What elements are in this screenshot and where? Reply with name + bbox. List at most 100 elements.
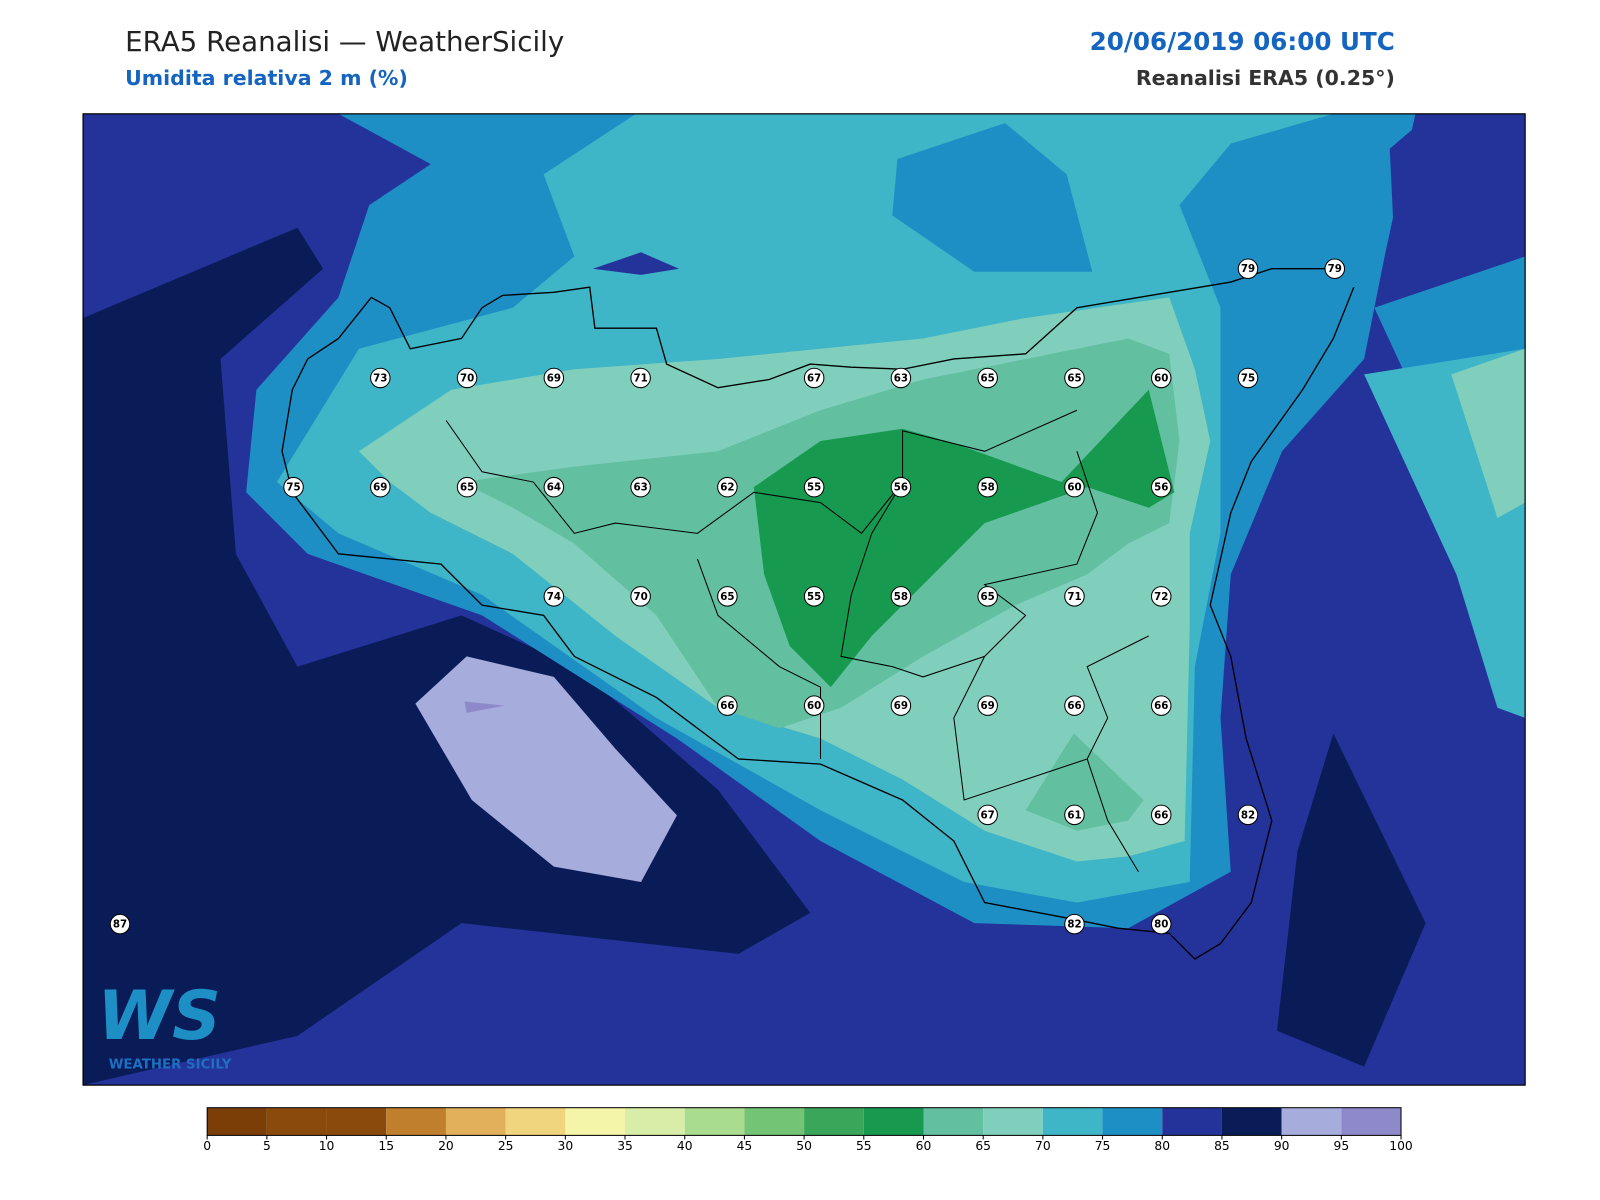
station-marker xyxy=(890,367,912,389)
station-value: 75 xyxy=(286,482,300,494)
colorbar-bin xyxy=(1221,1107,1282,1136)
colorbar-tick-label: 90 xyxy=(1274,1139,1290,1153)
colorbar-bin xyxy=(565,1107,626,1136)
station-marker xyxy=(1064,476,1085,498)
colorbar-tick-label: 55 xyxy=(856,1139,872,1153)
station-value: 62 xyxy=(720,482,734,494)
station-marker xyxy=(543,476,565,498)
station-marker xyxy=(1064,586,1085,607)
station-value: 55 xyxy=(807,591,821,603)
station-value: 56 xyxy=(1154,482,1168,494)
colorbar-bin xyxy=(445,1107,506,1136)
colorbar-tick-label: 40 xyxy=(677,1139,693,1153)
station-value: 63 xyxy=(633,482,647,494)
station-marker xyxy=(890,476,912,498)
colorbar-bin xyxy=(625,1107,685,1136)
band-60-65 xyxy=(1025,733,1144,831)
station-value: 71 xyxy=(1067,591,1081,603)
colorbar-tick-label: 85 xyxy=(1214,1139,1230,1153)
band-85-90 xyxy=(358,805,382,836)
station-value: 72 xyxy=(1154,591,1168,603)
colorbar-bin xyxy=(684,1107,745,1136)
colorbar-tick-label: 45 xyxy=(737,1139,753,1153)
colorbar-bin xyxy=(386,1107,446,1136)
station-marker xyxy=(803,476,825,498)
station-marker xyxy=(370,367,391,389)
valid-time: 20/06/2019 06:00 UTC xyxy=(1090,27,1395,56)
station: 63 xyxy=(890,367,912,389)
station-marker xyxy=(803,367,825,389)
station: 66 xyxy=(1150,695,1172,716)
station-value: 66 xyxy=(1067,700,1081,712)
station-value: 65 xyxy=(981,591,995,603)
station: 65 xyxy=(456,476,478,498)
province-borders xyxy=(445,409,1149,873)
station-value: 58 xyxy=(981,482,995,494)
station: 60 xyxy=(1064,476,1085,498)
station-value: 65 xyxy=(1067,372,1081,384)
station-marker xyxy=(283,476,304,498)
colorbar-bin xyxy=(505,1107,566,1136)
station-value: 71 xyxy=(633,372,647,384)
logo: WS WEATHER SICILY xyxy=(97,976,231,1073)
station: 79 xyxy=(1324,258,1346,279)
station-marker xyxy=(1237,804,1259,826)
station-marker xyxy=(630,476,651,498)
station: 75 xyxy=(1237,367,1259,389)
station-value: 56 xyxy=(894,482,908,494)
station-marker xyxy=(456,367,478,389)
colorbar-bin xyxy=(326,1107,387,1136)
colorbar-bin xyxy=(1042,1107,1103,1136)
station-marker xyxy=(1324,258,1346,279)
colorbar-bin xyxy=(1341,1107,1402,1136)
colorbar-tick-label: 100 xyxy=(1389,1139,1412,1153)
colorbar-bin xyxy=(1281,1107,1342,1136)
station-marker xyxy=(543,367,565,389)
station-value: 79 xyxy=(1328,263,1342,275)
station-value: 70 xyxy=(633,591,647,603)
colorbar-tick-label: 30 xyxy=(558,1139,574,1153)
station-marker xyxy=(1237,258,1259,279)
station-marker xyxy=(370,476,391,498)
station: 58 xyxy=(977,476,998,498)
subtitle: Umidita relativa 2 m (%) xyxy=(125,66,408,90)
colorbar-tick-label: 20 xyxy=(438,1139,454,1153)
station-value: 69 xyxy=(981,700,995,712)
colorbar-bin xyxy=(923,1107,984,1136)
station: 64 xyxy=(543,476,565,498)
colorbar-tick-label: 50 xyxy=(796,1139,812,1153)
station-marker xyxy=(803,586,825,607)
colorbar-tick-label: 75 xyxy=(1095,1139,1111,1153)
band-65-70 xyxy=(1451,348,1526,518)
colorbar: 0 5 10 15 20 25 30 35 40 45 50 55 60 65 70 75 80 85 90 95 10… xyxy=(203,1107,1413,1153)
station-value: 82 xyxy=(1067,919,1081,931)
station-value: 60 xyxy=(1154,372,1168,384)
station-marker xyxy=(543,586,565,607)
colorbar-tick-label: 70 xyxy=(1035,1139,1051,1153)
colorbar-tick-label: 65 xyxy=(975,1139,991,1153)
station-marker xyxy=(1150,586,1172,607)
stations: 79 79 73 70 69 71 67 63 65 65 60 75 75 69 65 64 63 62 55 56… xyxy=(109,258,1346,935)
map-frame xyxy=(82,113,1526,1086)
station: 70 xyxy=(630,586,651,607)
station-marker xyxy=(1064,913,1085,935)
station: 62 xyxy=(717,476,738,498)
station: 67 xyxy=(803,367,825,389)
colorbar-tick-label: 60 xyxy=(916,1139,932,1153)
station: 55 xyxy=(803,586,825,607)
station-value: 66 xyxy=(1154,809,1168,821)
band-75-80 xyxy=(892,123,1093,272)
station: 66 xyxy=(1064,695,1085,716)
station: 66 xyxy=(717,695,738,716)
station: 72 xyxy=(1150,586,1172,607)
station: 65 xyxy=(717,586,738,607)
station: 61 xyxy=(1064,804,1085,826)
station: 82 xyxy=(1064,913,1085,935)
colorbar-bin xyxy=(1162,1107,1222,1136)
station: 69 xyxy=(370,476,391,498)
station-value: 58 xyxy=(894,591,908,603)
logo-mark: WS xyxy=(97,976,220,1055)
station-marker xyxy=(977,804,998,826)
